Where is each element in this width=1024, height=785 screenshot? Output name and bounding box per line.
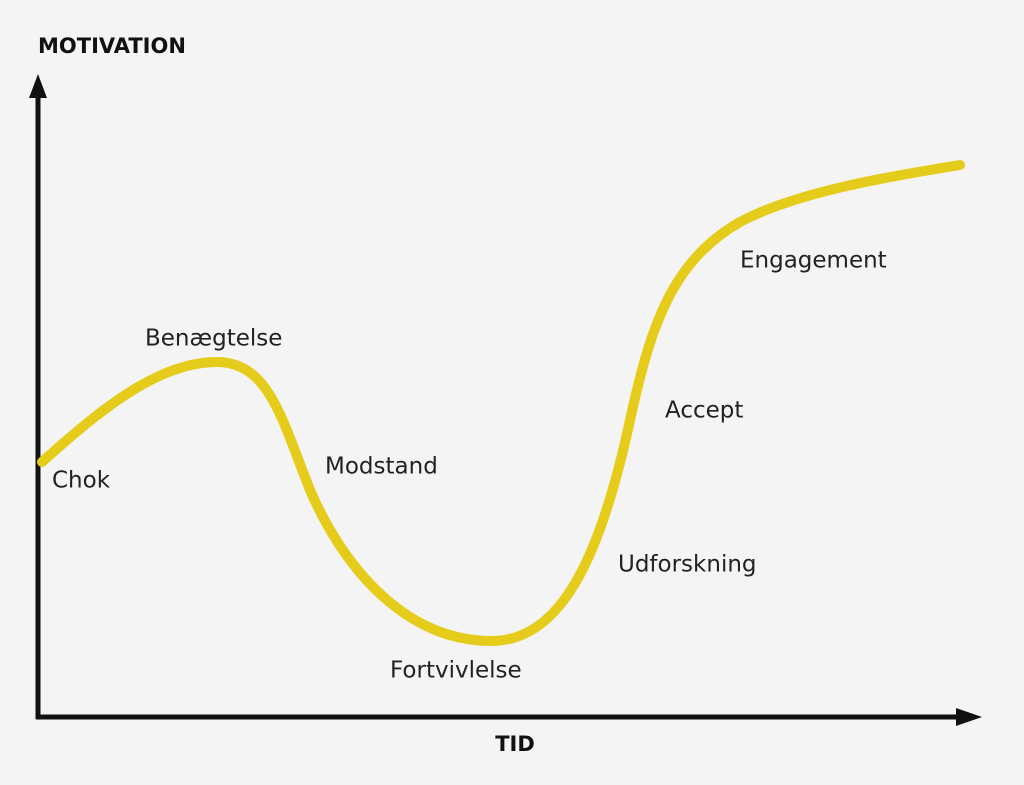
stage-label: Chok [52,468,111,494]
motivation-curve [37,160,965,647]
stage-label: Engagement [740,248,887,274]
y-axis-arrow [29,74,47,98]
stage-label: Benægtelse [145,326,282,352]
stage-label: Accept [665,398,743,424]
x-axis-label: TID [495,732,535,756]
stage-label: Udforskning [618,552,757,578]
y-axis-label: MOTIVATION [38,34,186,58]
x-axis-arrow [956,708,982,726]
stage-label: Modstand [325,454,438,480]
stage-label: Fortvivlelse [390,658,522,684]
